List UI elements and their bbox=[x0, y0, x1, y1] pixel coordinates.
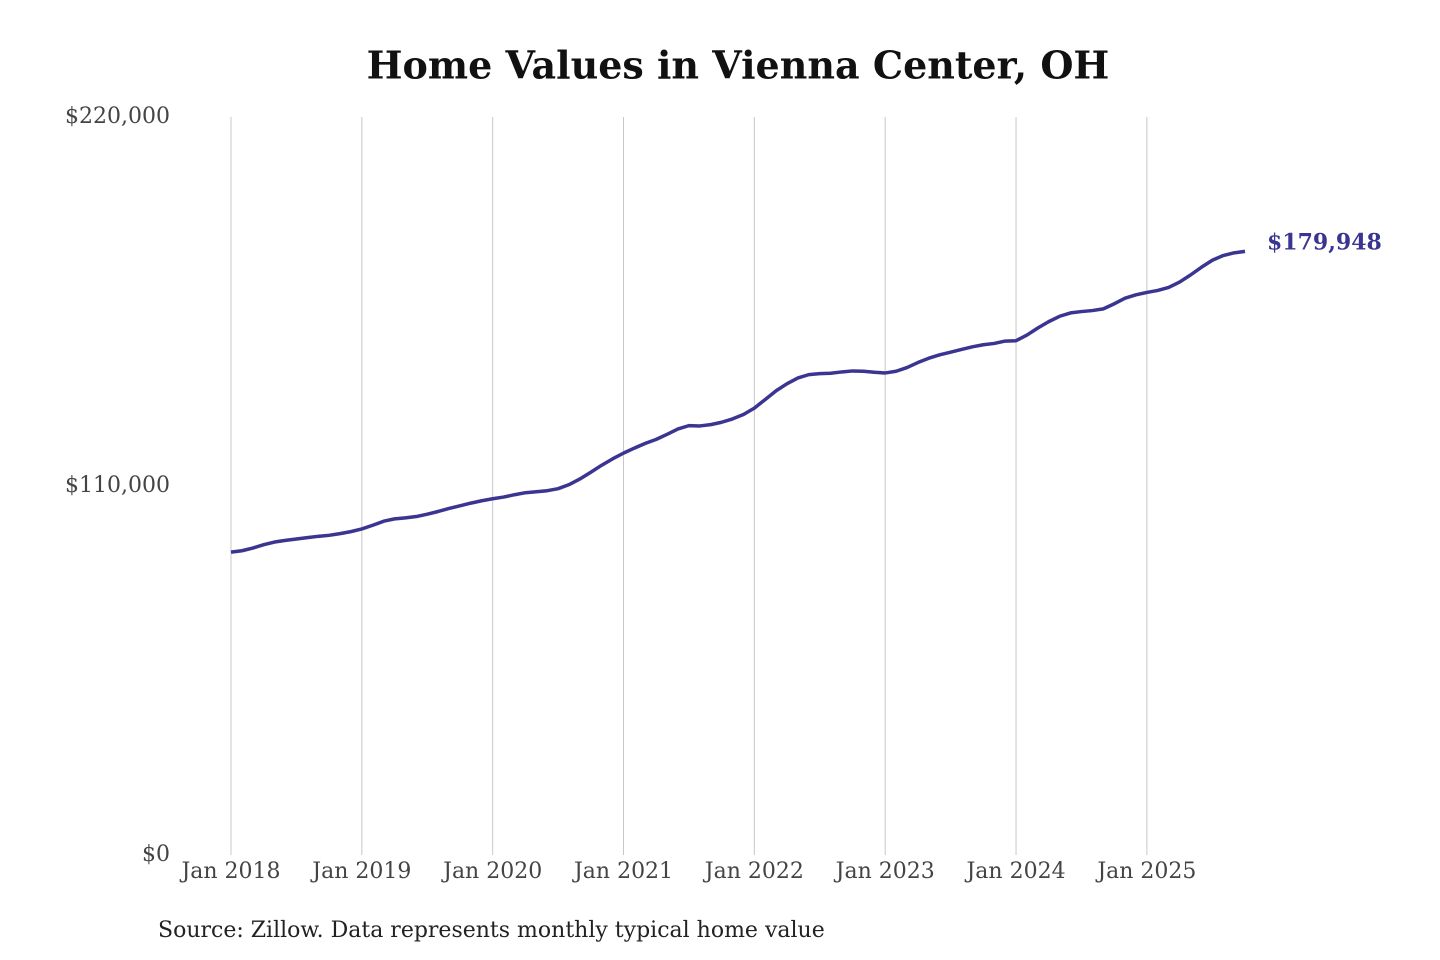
x-tick-label: Jan 2021 bbox=[572, 859, 673, 884]
x-tick-label: Jan 2018 bbox=[179, 859, 280, 884]
y-tick-label: $110,000 bbox=[65, 473, 170, 498]
x-tick-label: Jan 2019 bbox=[310, 859, 411, 884]
x-tick-label: Jan 2025 bbox=[1095, 859, 1196, 884]
chart-title: Home Values in Vienna Center, OH bbox=[367, 43, 1110, 88]
y-tick-label: $0 bbox=[142, 842, 170, 867]
value-label: $179,948 bbox=[1267, 229, 1382, 255]
x-tick-label: Jan 2023 bbox=[834, 859, 935, 884]
x-tick-label: Jan 2020 bbox=[441, 859, 542, 884]
x-tick-label: Jan 2022 bbox=[703, 859, 804, 884]
source-note: Source: Zillow. Data represents monthly … bbox=[158, 918, 825, 943]
line-series bbox=[230, 249, 1246, 554]
y-tick-label: $220,000 bbox=[65, 104, 170, 129]
x-tick-label: Jan 2024 bbox=[964, 859, 1065, 884]
